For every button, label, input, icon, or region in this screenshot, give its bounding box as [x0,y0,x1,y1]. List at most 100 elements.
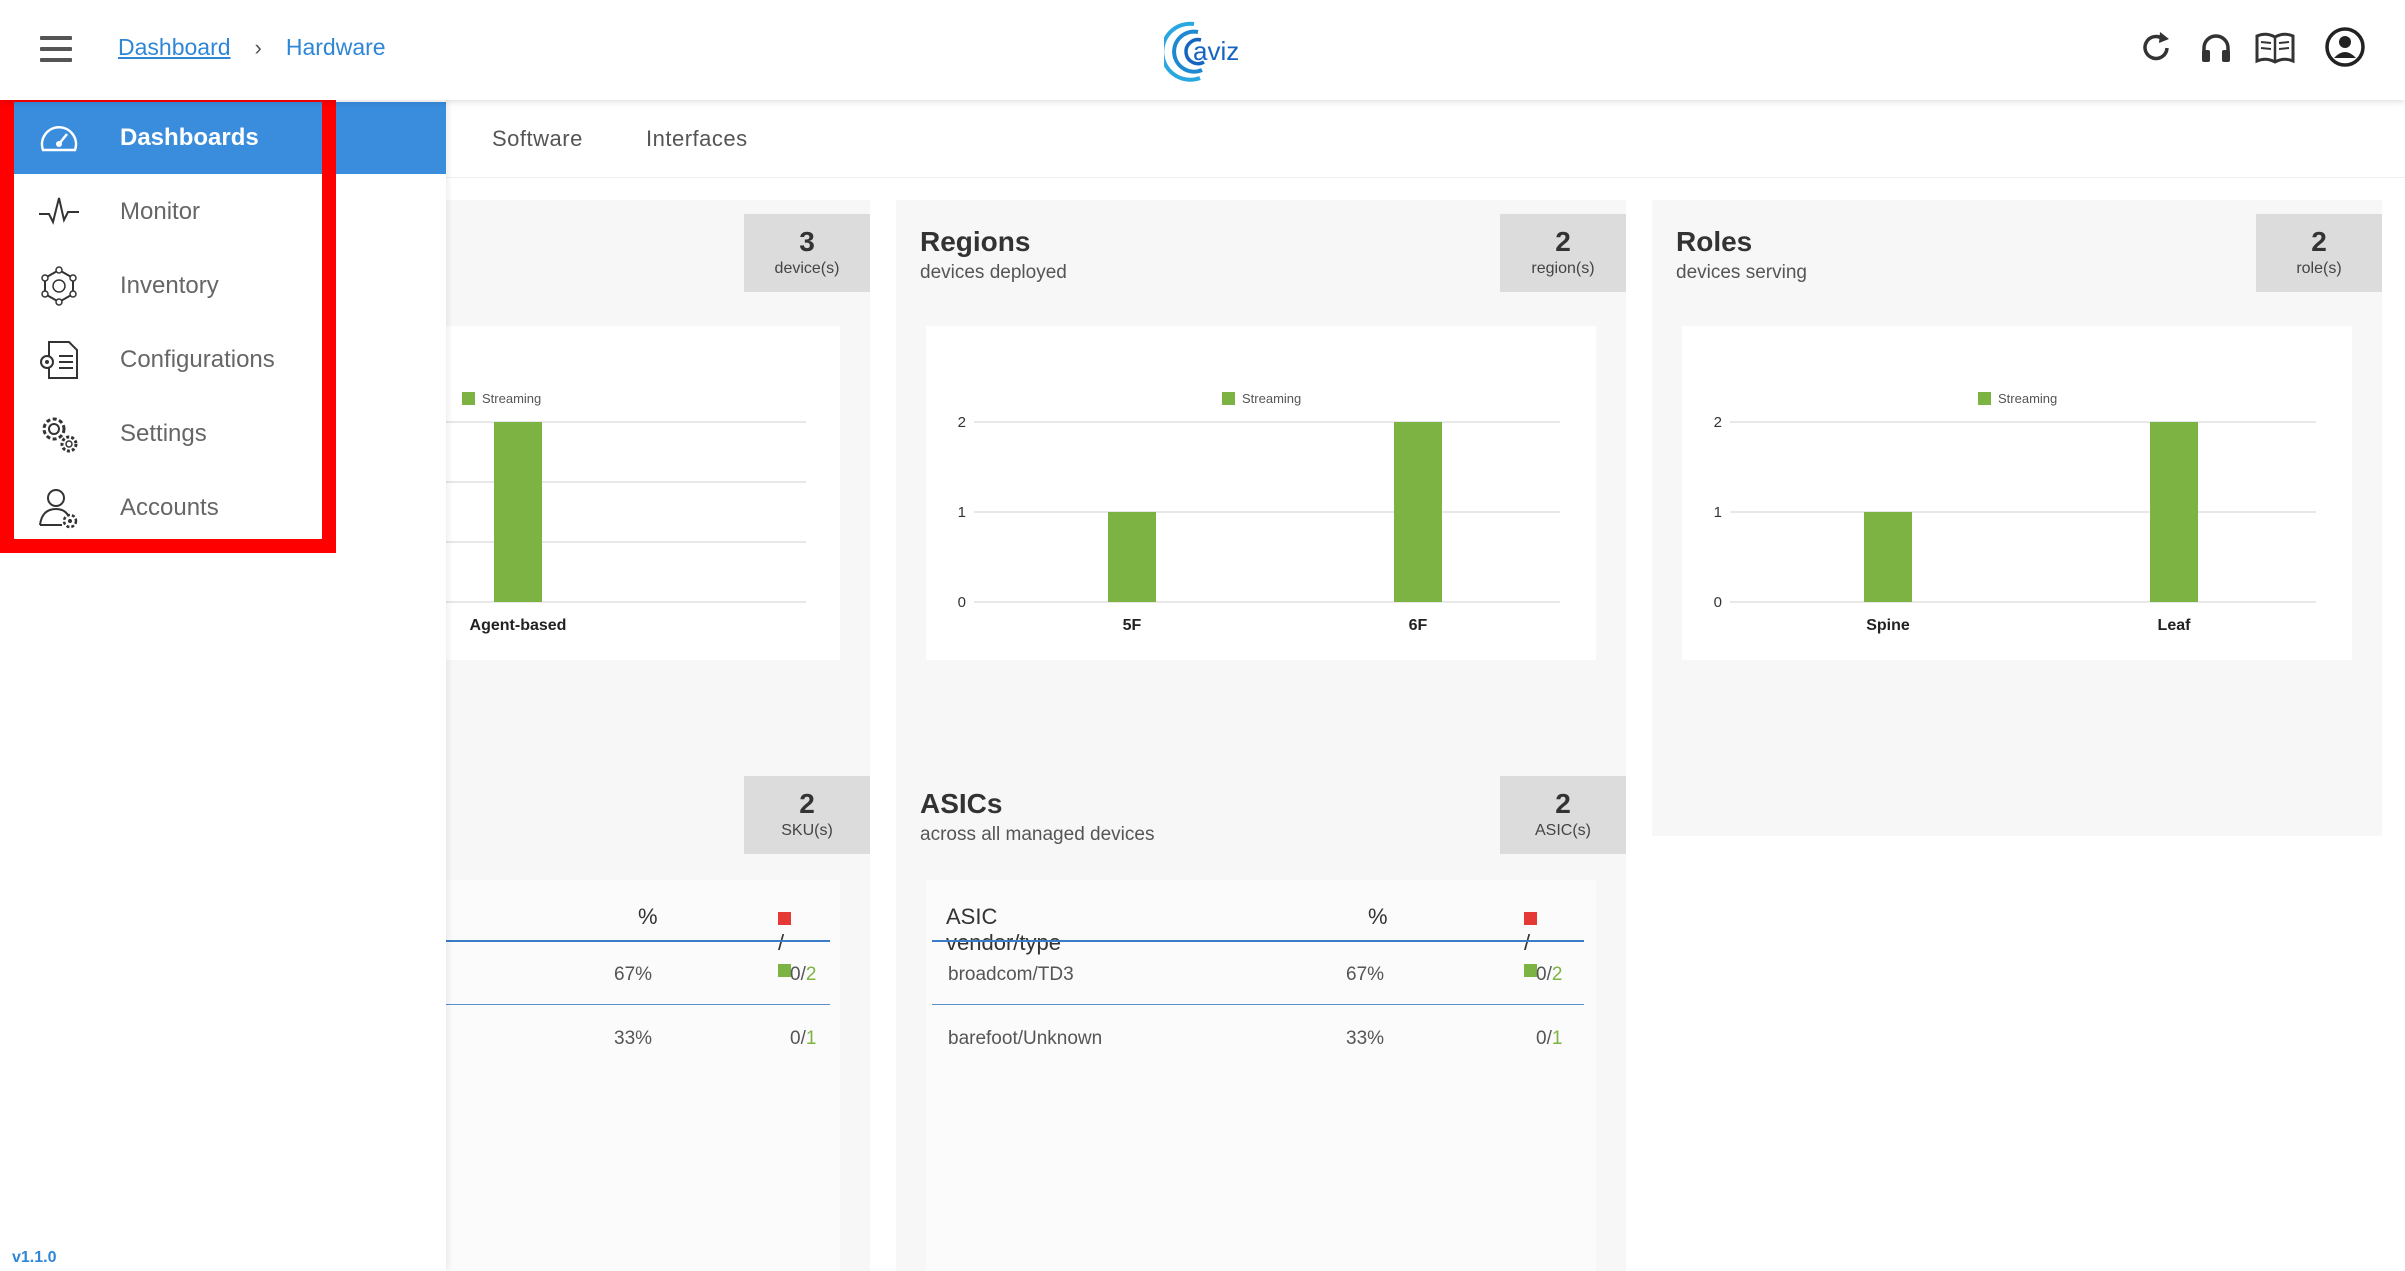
breadcrumb-current: Hardware [285,34,386,60]
sidebar-item-label: Inventory [120,272,219,299]
y-tick-label: 2 [1714,414,1722,431]
regions-chart-panel: 0 1 2 Streaming 5F 6F [926,326,1596,660]
devices-card: 3 device(s) Streaming Agent-based [446,200,870,836]
devices-chart: Streaming Agent-based [446,391,806,634]
up-count: 2 [805,964,817,985]
roles-unit: role(s) [2296,260,2342,277]
up-count: 2 [1551,964,1563,985]
x-category-label: Agent-based [470,617,567,634]
down-legend-square [778,912,791,925]
card-title: Regions [920,226,1031,257]
legend-label: Streaming [482,391,541,406]
sku-row1-pct: 67% [614,964,653,985]
asics-count: 2 [1555,788,1571,819]
sidebar-item-label: Monitor [120,198,201,225]
regions-card: Regions devices deployed 2 region(s) 0 1 2… [896,200,1626,836]
asic-row2-name: barefoot/Unknown [948,1028,1103,1049]
x-category-label: Spine [1866,617,1910,634]
sku-count-box: 2 SKU(s) [744,776,870,854]
asics-unit: ASIC(s) [1535,822,1591,839]
main-content: Software Interfaces 3 device(s) Streamin… [446,100,2405,1271]
table-row-rule [446,1004,830,1005]
asic-pct-header: % [1368,904,1388,929]
sidebar-item-dashboards[interactable]: Dashboards [14,102,321,174]
sidebar-item-label: Dashboards [120,124,259,151]
sidebar-item-inventory[interactable]: Inventory [14,250,321,322]
sidebar-item-accounts[interactable]: Accounts [14,472,321,544]
bar [1394,422,1442,602]
config-document-icon [36,337,82,383]
asic-row2-status: 0/1 [1536,1028,1563,1049]
card-subtitle: across all managed devices [920,824,1155,845]
sku-card: 2 SKU(s) % / 67% 0/2 33% 0/1 [446,762,870,1271]
sku-row2-status: 0/1 [790,1028,817,1049]
y-tick-label: 1 [1714,504,1722,521]
devices-count: 3 [799,226,815,257]
logo-text: aviz [1193,36,1239,66]
asic-row1-name: broadcom/TD3 [948,964,1074,985]
pulse-icon [36,189,82,235]
breadcrumb-dashboard-link[interactable]: Dashboard [118,34,231,60]
tab-interfaces[interactable]: Interfaces [646,126,748,151]
tab-software[interactable]: Software [492,126,583,151]
bar [2150,422,2198,602]
devices-unit: device(s) [774,260,840,277]
x-category-label: 6F [1409,617,1428,634]
y-tick-label: 0 [1714,594,1722,611]
card-subtitle: devices deployed [920,262,1067,283]
refresh-icon[interactable] [2136,28,2176,68]
sku-status-header: / [778,904,791,982]
legend-swatch [1222,392,1235,405]
sidebar-item-monitor[interactable]: Monitor [14,176,321,248]
asics-card: ASICs across all managed devices 2 ASIC(… [896,762,1626,1271]
sidebar-item-settings[interactable]: Settings [14,398,321,470]
card-title: Roles [1676,226,1753,257]
user-account-icon[interactable] [2324,26,2365,67]
asics-count-box: 2 ASIC(s) [1500,776,1626,854]
aviz-logo: aviz [1160,16,1254,84]
sidebar-item-label: Settings [120,420,207,447]
legend-slash: / [778,930,785,955]
asic-row1-status: 0/2 [1536,964,1563,985]
up-legend-square [1524,964,1537,977]
down-count: 0 [790,1028,801,1049]
sidebar-item-label: Accounts [120,494,219,521]
asic-row2-pct: 33% [1346,1028,1385,1049]
x-category-label: Leaf [2158,617,2192,634]
asic-status-header: / [1524,904,1537,982]
sku-row1-status: 0/2 [790,964,817,985]
breadcrumb-separator: › [254,34,262,60]
sidebar: Dashboards Monitor Inventory Configurati… [0,88,446,1271]
regions-unit: region(s) [1531,260,1595,277]
asic-row1-pct: 67% [1346,964,1385,985]
asic-vendor-header: ASIC vendor/type [946,904,1061,955]
y-tick-label: 0 [958,594,966,611]
sku-count: 2 [799,788,815,819]
regions-count-box: 2 region(s) [1500,214,1626,292]
roles-chart-panel: 0 1 2 Streaming Spine Leaf [1682,326,2352,660]
y-tick-label: 2 [958,414,966,431]
sku-row2-pct: 33% [614,1028,653,1049]
legend-slash: / [1524,930,1531,955]
table-header-rule [932,940,1584,942]
up-legend-square [778,964,791,977]
regions-chart: 0 1 2 Streaming 5F 6F [958,391,1560,634]
regions-count: 2 [1555,226,1571,257]
card-subtitle: devices serving [1676,262,1807,283]
roles-card: Roles devices serving 2 role(s) 0 1 2 Strea… [1652,200,2382,836]
sku-unit: SKU(s) [781,822,833,839]
roles-chart: 0 1 2 Streaming Spine Leaf [1714,391,2316,634]
breadcrumb: Dashboard › Hardware [118,34,386,61]
sidebar-item-label: Configurations [120,346,275,373]
menu-icon[interactable] [40,36,72,62]
sku-table-panel: % / 67% 0/2 33% 0/1 [446,880,840,1271]
table-header-rule [446,940,830,942]
down-legend-square [1524,912,1537,925]
headset-icon[interactable] [2196,28,2236,68]
sidebar-item-configurations[interactable]: Configurations [14,324,321,396]
book-icon[interactable] [2254,28,2295,68]
version-label: v1.1.0 [12,1249,57,1266]
devices-chart-panel: Streaming Agent-based [446,326,840,660]
tab-bar: Software Interfaces [446,100,2405,178]
down-count: 0 [1536,1028,1547,1049]
